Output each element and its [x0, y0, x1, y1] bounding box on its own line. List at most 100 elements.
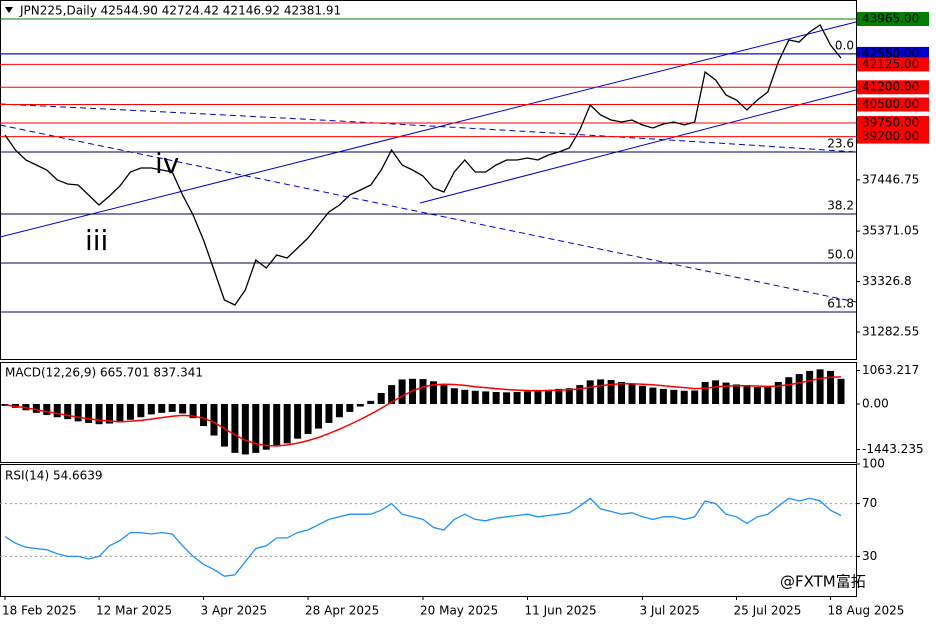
y-tick-label: 33326.8 [862, 274, 912, 288]
wave-label: iii [85, 224, 108, 257]
macd-bar [733, 384, 740, 405]
fib-label: 61.8 [827, 296, 854, 310]
fib-label: 0.0 [835, 38, 854, 52]
x-tick-label: 11 Jun 2025 [525, 604, 597, 618]
macd-bar [241, 404, 249, 455]
macd-bar [586, 380, 594, 405]
macd-bar [262, 404, 270, 450]
macd-bar [524, 391, 531, 405]
macd-bar [43, 404, 51, 416]
macd-bar [304, 404, 312, 434]
macd-bar [827, 370, 835, 405]
macd-bar [315, 404, 322, 429]
macd-bar [712, 380, 720, 405]
x-tick-label: 3 Apr 2025 [201, 604, 268, 618]
macd-bar [607, 380, 615, 405]
macd-bar [346, 404, 354, 412]
macd-bar [220, 404, 228, 447]
macd-bar [764, 386, 772, 405]
macd-bar [638, 385, 646, 405]
level-box [857, 80, 929, 95]
macd-bar [189, 404, 197, 419]
level-label: 40500.00 [862, 97, 919, 111]
trend-line [419, 89, 857, 204]
macd-bar [649, 387, 657, 405]
level-label: 39200.00 [862, 129, 919, 143]
macd-bar [680, 390, 688, 405]
macd-bar [273, 404, 281, 447]
macd-bar [618, 381, 626, 405]
y-tick-label: 100 [862, 457, 885, 471]
macd-bar [147, 404, 155, 415]
macd-bar [356, 404, 364, 407]
macd-bar [377, 392, 385, 405]
macd-bar [231, 404, 239, 453]
watermark: @FXTM富拓 [780, 573, 866, 591]
macd-bar [450, 388, 458, 405]
level-label: 42550.00 [862, 46, 919, 60]
macd-bar [701, 381, 709, 405]
macd-bar [294, 404, 302, 439]
x-tick-label: 20 May 2025 [420, 604, 498, 618]
macd-bar [388, 385, 396, 405]
macd-bar [555, 388, 563, 405]
macd-bar [74, 404, 82, 422]
price-line [4, 24, 842, 306]
macd-bar [367, 400, 375, 405]
x-tick-label: 18 Feb 2025 [2, 604, 77, 618]
macd-bar [795, 374, 803, 405]
macd-bar [628, 383, 636, 405]
level-box [857, 12, 929, 27]
macd-bar [774, 381, 782, 405]
wave-label: iv [155, 147, 179, 180]
macd-bar [597, 379, 605, 405]
macd-bar [565, 388, 573, 405]
macd-bar [429, 381, 437, 405]
level-label: 43965.00 [862, 12, 919, 26]
macd-bar [85, 404, 93, 423]
trend-line [0, 21, 857, 238]
rsi-line [4, 497, 842, 577]
macd-bar [335, 404, 343, 418]
fib-label: 23.6 [827, 137, 854, 151]
fib-label: 50.0 [827, 248, 854, 262]
macd-bar [283, 404, 291, 444]
macd-bar [325, 404, 333, 423]
x-tick-label: 28 Apr 2025 [305, 604, 379, 618]
macd-bar [513, 392, 521, 405]
macd-bar [837, 378, 845, 405]
y-tick-label: 30 [862, 549, 877, 563]
level-box [857, 116, 929, 131]
macd-bar [816, 369, 824, 405]
macd-bar [1, 404, 9, 406]
y-tick-label: 31282.55 [862, 324, 919, 338]
macd-bar [492, 392, 500, 405]
level-label: 41200.00 [862, 80, 919, 94]
macd-title: MACD(12,26,9) 665.701 837.341 [5, 366, 203, 380]
y-tick-label: 37446.75 [862, 172, 919, 186]
macd-frame [0, 362, 857, 463]
level-box [857, 129, 929, 144]
macd-bar [471, 390, 479, 405]
macd-bar [53, 404, 61, 418]
macd-bar [398, 379, 406, 405]
macd-bar [32, 404, 40, 413]
macd-bar [116, 404, 124, 423]
macd-bar [785, 377, 793, 405]
y-tick-label: 70 [862, 496, 877, 510]
macd-bar [252, 404, 260, 453]
macd-bar [503, 392, 511, 405]
x-tick-label: 12 Mar 2025 [96, 604, 172, 618]
macd-bar [440, 385, 448, 405]
y-tick-label: -1443.235 [862, 442, 924, 456]
rsi-title: RSI(14) 54.6639 [5, 469, 103, 483]
macd-bar [461, 389, 469, 405]
x-tick-label: 25 Jul 2025 [734, 604, 802, 618]
macd-bar [691, 390, 699, 405]
level-label: 42125.00 [862, 57, 919, 71]
macd-bar [168, 404, 176, 412]
y-tick-label: 0.00 [862, 397, 889, 411]
macd-bar [534, 390, 542, 405]
macd-bar [544, 389, 552, 405]
fib-label: 38.2 [827, 198, 854, 212]
